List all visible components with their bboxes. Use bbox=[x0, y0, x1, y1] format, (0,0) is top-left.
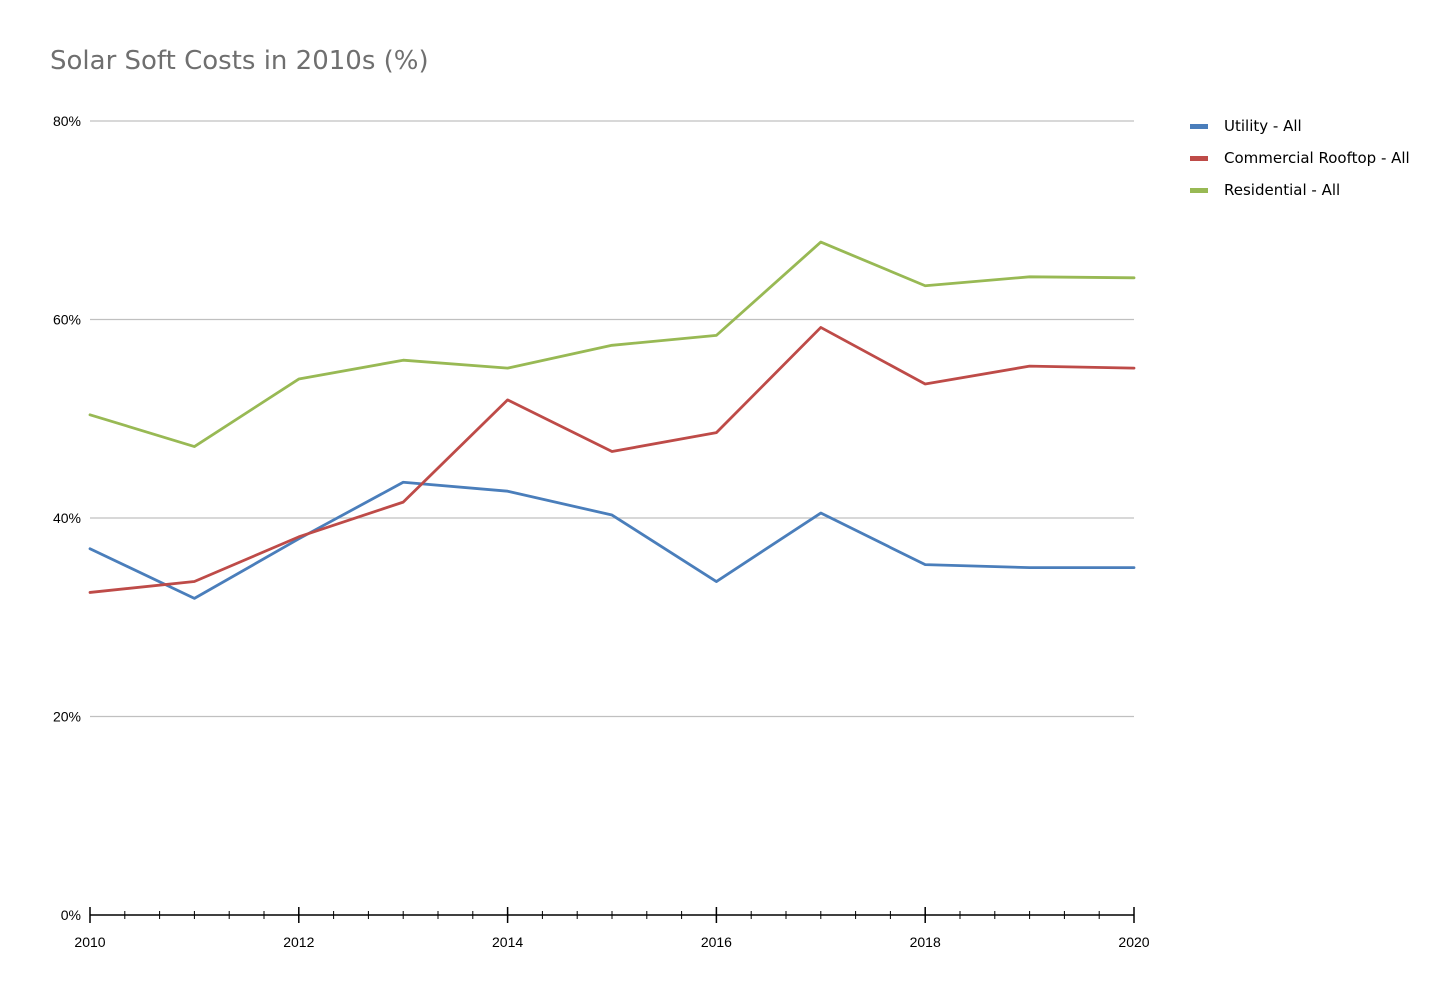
y-tick-label: 60% bbox=[53, 312, 81, 328]
series-line-2 bbox=[88, 240, 1136, 448]
x-tick-label: 2010 bbox=[74, 934, 105, 950]
legend-label: Commercial Rooftop - All bbox=[1224, 149, 1410, 167]
series-line-1 bbox=[88, 326, 1136, 594]
tick-labels: 0% 20% 40% 60% 80% 2010 2012 2014 2016 2018 2020 bbox=[53, 113, 1150, 950]
x-tick-label: 2014 bbox=[492, 934, 523, 950]
x-tick-label: 2012 bbox=[283, 934, 314, 950]
y-tick-label: 40% bbox=[53, 510, 81, 526]
x-tick-label: 2018 bbox=[910, 934, 941, 950]
series-line-0 bbox=[88, 480, 1136, 600]
legend-label: Utility - All bbox=[1224, 117, 1302, 135]
legend-item: Commercial Rooftop - All bbox=[1190, 142, 1410, 174]
y-tick-label: 80% bbox=[53, 113, 81, 129]
legend-swatch bbox=[1190, 155, 1208, 161]
y-tick-label: 20% bbox=[53, 709, 81, 725]
series-lines bbox=[88, 240, 1136, 600]
legend-swatch bbox=[1190, 187, 1208, 193]
x-tick-label: 2016 bbox=[701, 934, 732, 950]
legend-swatch bbox=[1190, 123, 1208, 129]
chart-title: Solar Soft Costs in 2010s (%) bbox=[50, 46, 429, 76]
legend: Utility - All Commercial Rooftop - All Res… bbox=[1190, 110, 1410, 206]
gridlines bbox=[90, 120, 1134, 718]
legend-item: Residential - All bbox=[1190, 174, 1410, 206]
x-tick-label: 2020 bbox=[1118, 934, 1149, 950]
x-axis bbox=[89, 907, 1135, 923]
legend-label: Residential - All bbox=[1224, 181, 1341, 199]
legend-item: Utility - All bbox=[1190, 110, 1410, 142]
y-tick-label: 0% bbox=[61, 907, 81, 923]
